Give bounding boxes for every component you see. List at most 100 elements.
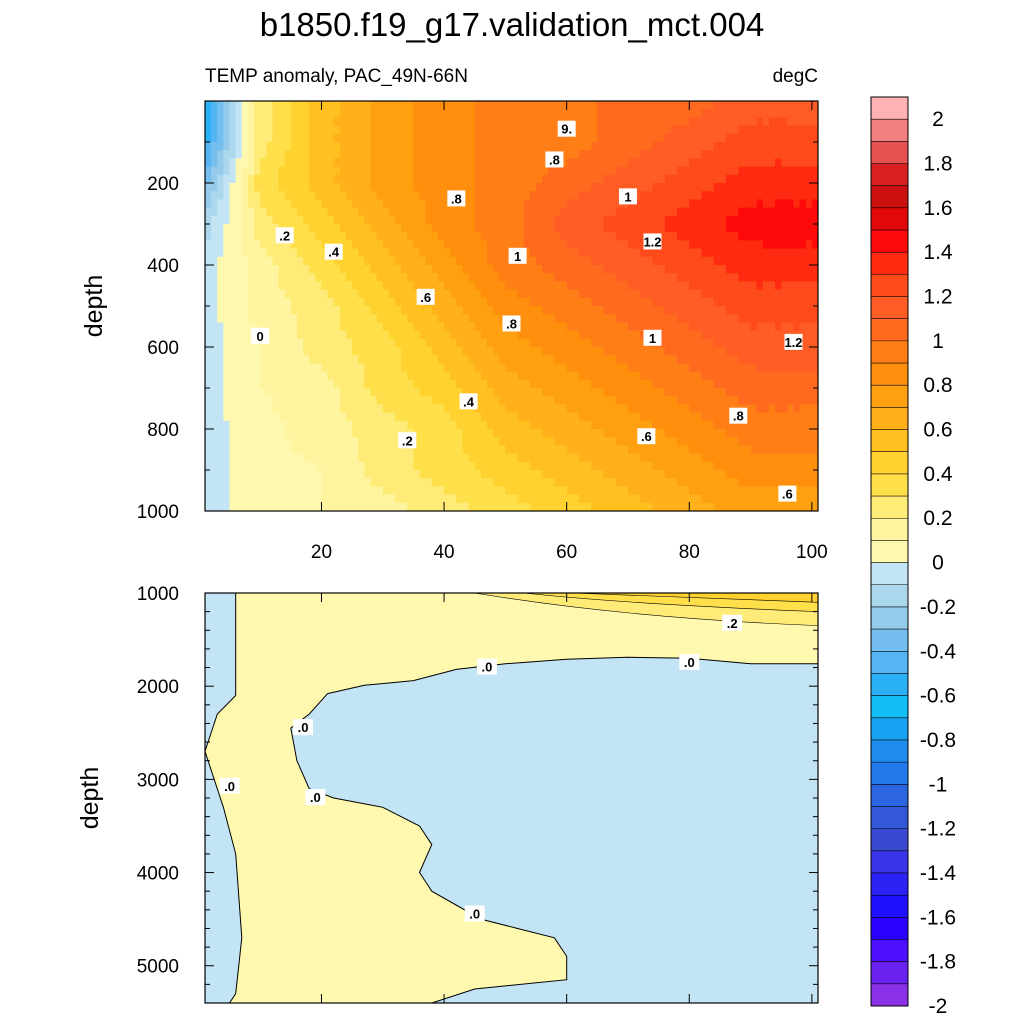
heatmap-cell — [695, 461, 703, 471]
heatmap-cell — [327, 191, 335, 200]
heatmap-cell — [370, 363, 378, 373]
heatmap-cell — [799, 265, 807, 274]
heatmap-cell — [744, 429, 752, 438]
heatmap-cell — [762, 388, 770, 397]
heatmap-cell — [640, 224, 647, 233]
heatmap-cell — [738, 322, 746, 332]
heatmap-cell — [303, 158, 310, 168]
heatmap-cell — [726, 248, 733, 258]
heatmap-cell — [726, 166, 733, 176]
heatmap-cell — [523, 125, 531, 135]
heatmap-cell — [401, 420, 408, 430]
heatmap-cell — [591, 297, 598, 307]
heatmap-cell — [597, 437, 605, 446]
heatmap-cell — [339, 420, 347, 430]
heatmap-cell — [205, 183, 212, 192]
heatmap-cell — [345, 371, 353, 381]
heatmap-cell — [272, 191, 280, 200]
heatmap-cell — [333, 142, 341, 151]
heatmap-cell — [634, 199, 641, 209]
heatmap-cell — [609, 404, 617, 414]
heatmap-cell — [536, 297, 543, 307]
heatmap-cell — [235, 273, 243, 282]
heatmap-cell — [799, 289, 807, 299]
heatmap-cell — [578, 158, 586, 168]
heatmap-cell — [664, 297, 672, 307]
heatmap-cell — [247, 150, 255, 159]
heatmap-cell — [388, 191, 396, 200]
heatmap-cell — [670, 240, 678, 250]
heatmap-cell — [560, 445, 568, 455]
heatmap-cell — [321, 478, 329, 487]
heatmap-cell — [701, 461, 709, 471]
heatmap-cell — [677, 248, 684, 258]
heatmap-cell — [474, 150, 482, 159]
heatmap-cell — [585, 215, 592, 225]
heatmap-cell — [205, 379, 212, 389]
heatmap-cell — [652, 215, 660, 225]
heatmap-cell — [493, 273, 500, 282]
heatmap-cell — [799, 502, 807, 511]
heatmap-cell — [707, 240, 715, 250]
heatmap-cell — [652, 166, 660, 176]
heatmap-cell — [707, 133, 715, 143]
heatmap-cell — [713, 363, 721, 373]
heatmap-cell — [658, 322, 666, 332]
heatmap-cell — [290, 388, 298, 397]
heatmap-cell — [468, 265, 476, 274]
heatmap-cell — [658, 101, 666, 110]
heatmap-cell — [713, 224, 721, 233]
heatmap-cell — [425, 248, 433, 258]
heatmap-cell — [339, 330, 347, 340]
heatmap-cell — [229, 191, 237, 200]
heatmap-cell — [290, 437, 298, 446]
heatmap-cell — [413, 306, 421, 315]
heatmap-cell — [517, 215, 525, 225]
heatmap-cell — [223, 207, 231, 217]
heatmap-cell — [254, 125, 261, 135]
heatmap-cell — [493, 330, 500, 340]
heatmap-cell — [315, 355, 323, 364]
heatmap-cell — [505, 174, 513, 184]
heatmap-cell — [235, 150, 243, 159]
heatmap-cell — [707, 248, 715, 258]
heatmap-cell — [382, 273, 390, 282]
heatmap-cell — [658, 273, 666, 282]
heatmap-cell — [296, 191, 304, 200]
heatmap-cell — [572, 142, 580, 151]
heatmap-cell — [450, 248, 457, 258]
heatmap-cell — [303, 453, 310, 463]
heatmap-cell — [376, 355, 384, 364]
heatmap-cell — [713, 117, 721, 127]
heatmap-cell — [578, 232, 586, 241]
heatmap-cell — [217, 183, 224, 192]
heatmap-cell — [762, 338, 770, 348]
heatmap-cell — [658, 215, 666, 225]
heatmap-cell — [523, 273, 531, 282]
heatmap-cell — [542, 215, 549, 225]
heatmap-cell — [799, 396, 807, 405]
heatmap-cell — [548, 117, 556, 127]
heatmap-cell — [352, 404, 359, 414]
heatmap-cell — [768, 248, 776, 258]
heatmap-cell — [707, 256, 715, 266]
heatmap-cell — [670, 109, 678, 118]
heatmap-cell — [713, 273, 721, 282]
heatmap-cell — [572, 273, 580, 282]
heatmap-cell — [235, 117, 243, 127]
heatmap-cell — [603, 289, 611, 299]
heatmap-cell — [578, 166, 586, 176]
heatmap-cell — [548, 412, 556, 422]
heatmap-cell — [223, 297, 231, 307]
heatmap-cell — [456, 412, 464, 422]
heatmap-cell — [223, 256, 231, 266]
heatmap-cell — [640, 478, 647, 487]
heatmap-cell — [591, 101, 598, 110]
heatmap-cell — [805, 224, 813, 233]
heatmap-cell — [726, 199, 733, 209]
heatmap-cell — [431, 142, 439, 151]
heatmap-cell — [296, 330, 304, 340]
heatmap-cell — [640, 412, 647, 422]
heatmap-cell — [339, 101, 347, 110]
heatmap-cell — [597, 273, 605, 282]
